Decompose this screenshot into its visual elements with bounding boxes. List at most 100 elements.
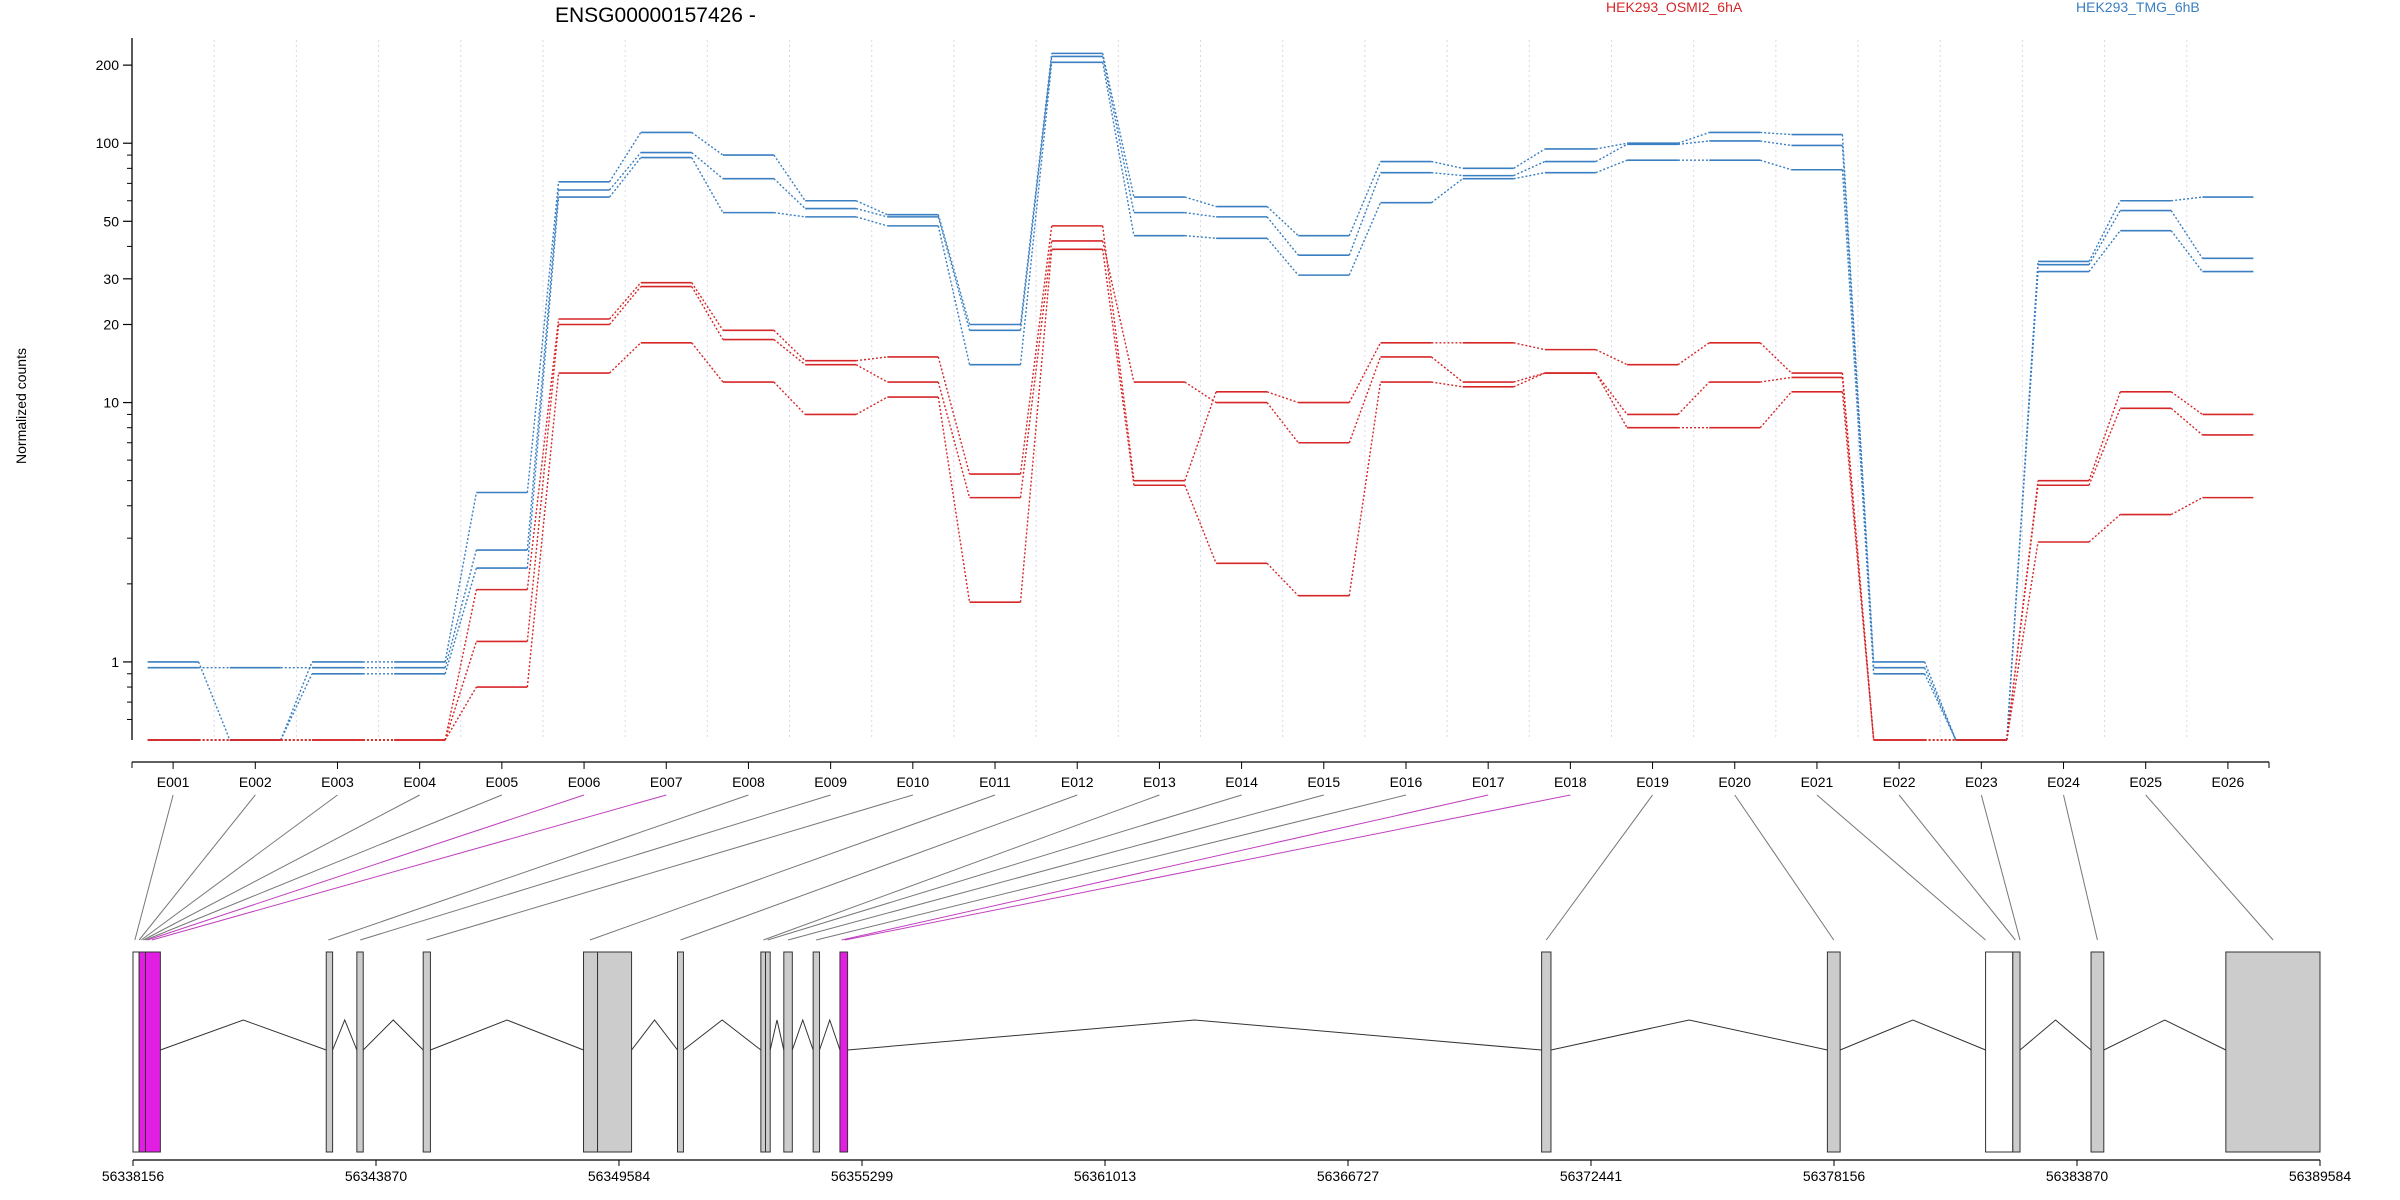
exon-transition-segment [1266,237,1299,276]
x-tick-label: E010 [896,774,929,790]
series-line [147,248,2254,741]
exon-transition-segment [855,207,888,218]
exon-transition-segment [1760,131,1792,136]
x-tick-label: E015 [1307,774,1340,790]
exon-box [583,951,599,1153]
exon-transition-segment [691,152,724,180]
exon-box [676,951,684,1153]
intron-line [1550,1019,1828,1051]
x-tick-label: E024 [2047,774,2080,790]
connector-line [841,794,1489,941]
x-tick-label: E013 [1143,774,1176,790]
y-axis: 1 10 20 30 50 100 200 [96,38,133,740]
exon-box [1826,951,1841,1153]
connector-line [763,794,1160,941]
exon-box [597,951,633,1153]
exon-box [783,951,793,1153]
exon-transition-segment [1266,391,1299,404]
exon-transition-segment [1513,372,1546,383]
exon-transition-segment [2171,196,2203,202]
exon-transition-segment [691,282,724,331]
exon-transition-segment [1595,372,1628,429]
x-tick-label: E023 [1965,774,1998,790]
exon-box [145,951,161,1153]
x-tick-label: E017 [1472,774,1505,790]
exon-transition-segment [855,364,888,383]
intron-line [430,1019,584,1051]
exon-transition-segment [1595,142,1628,150]
exon-transition-segment [937,356,971,475]
coordinate-label: 56355299 [831,1168,894,1184]
connector-line [138,794,256,941]
exon-transition-segment [2170,497,2203,516]
y-tick-label: 100 [96,135,120,151]
x-tick-label: E002 [239,774,272,790]
exon-transition-segment [444,641,478,741]
x-tick-label: E026 [2212,774,2245,790]
exon-transition-segment [526,196,560,569]
intron-line [362,1019,424,1051]
exon-transition-segment [1677,131,1710,144]
exon-box [1541,951,1552,1153]
exon-transition-segment [1760,376,1792,383]
connector-line [767,794,1242,941]
exon-transition-segment [2088,200,2121,262]
intron-line [683,1019,762,1051]
exon-box [765,951,771,1153]
connector-line [147,794,585,941]
exon-transition-segment [1019,56,1053,331]
exon-transition-segment [1348,172,1382,256]
intron-line [819,1018,841,1051]
exon-transition-segment [2170,407,2203,436]
coordinate-label: 56361013 [1074,1168,1137,1184]
exon-transition-segment [1513,160,1546,177]
connector-line [143,794,420,941]
exon-transition-segment [2170,391,2203,416]
x-tick-label: E001 [157,774,190,790]
connector-line [151,794,667,941]
x-tick-label: E008 [732,774,765,790]
coordinate-label: 56349584 [588,1168,651,1184]
exon-transition-segment [608,152,642,191]
exon-box [356,951,364,1153]
exon-transition-segment [2088,210,2121,266]
exon-transition-segment [1513,372,1546,388]
intron-line [1839,1019,1986,1051]
exon-box [132,951,140,1153]
exon-transition-segment [691,342,724,383]
x-axis: E001 E002 E003 E004 E005 E006 E007 E008 E009 E010… [131,761,2270,790]
y-tick-label: 30 [103,271,119,287]
exon-box [2225,951,2321,1153]
exon-transition-segment [691,157,724,213]
gene-model [132,951,2321,1153]
intron-line [769,1019,785,1051]
exon-transition-segment [1102,62,1135,236]
exon-transition-segment [1923,673,1957,741]
exon-transition-segment [937,396,971,603]
exon-transition-segment [1266,562,1299,597]
exon-transition-segment [691,131,724,156]
legend-entry-osmi2: HEK293_OSMI2_6hA [1606,0,1743,15]
connector-line [589,794,996,941]
exon-transition-segment [1102,240,1135,383]
intron-line [332,1018,358,1051]
exon-transition-segment [1513,342,1546,351]
exon-transition-segment [1348,202,1382,276]
connector-line [145,794,503,941]
coordinate-label: 56383870 [2046,1168,2109,1184]
connector-line [140,794,338,941]
exon-transition-segment [608,132,642,183]
x-tick-label: E011 [979,774,1011,790]
x-tick-label: E006 [568,774,601,790]
x-tick-label: E021 [1801,774,1834,790]
connector-line [1816,794,1986,941]
x-tick-label: E005 [486,774,519,790]
exon-transition-segment [855,396,888,416]
exon-transition-segment [1841,145,1875,668]
exon-transition-segment [1348,342,1382,403]
exon-transition-segment [1348,161,1382,236]
connector-line [1898,794,2016,941]
connector-line [134,794,174,941]
exon-transition-segment [1019,62,1053,365]
